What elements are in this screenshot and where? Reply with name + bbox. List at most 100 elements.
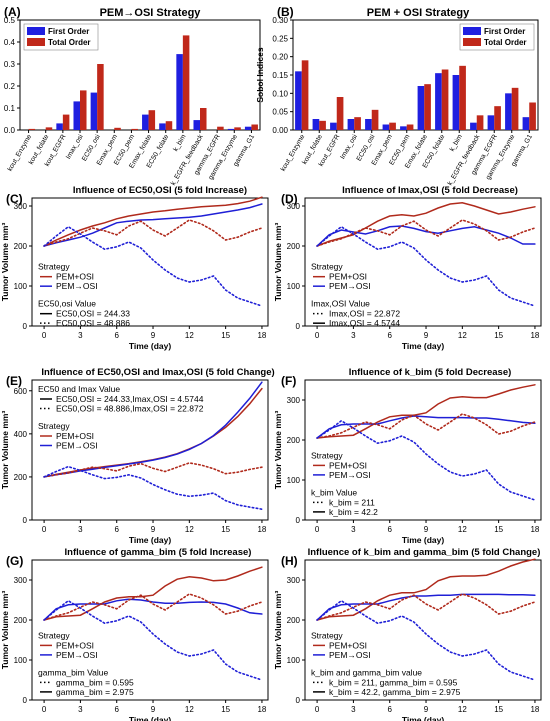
- legend-label: PEM→OSI: [329, 281, 371, 291]
- bar-total-order: [234, 127, 241, 130]
- bar-total-order: [28, 128, 36, 130]
- y-tick-label: 600: [14, 387, 28, 396]
- y-axis-label: Tumor Volume mm³: [0, 223, 10, 302]
- panel-label: (E): [6, 374, 22, 388]
- bar-total-order: [301, 60, 309, 131]
- legend-label: k_bim = 211: [329, 497, 375, 507]
- bar-first-order: [365, 119, 372, 130]
- bar-first-order: [347, 119, 355, 130]
- y-tick-label: 0: [23, 696, 28, 705]
- legend-title: k_bim Value: [311, 487, 357, 497]
- x-axis-label: Time (day): [129, 715, 172, 721]
- bar-total-order: [97, 64, 104, 130]
- legend-title: Strategy: [311, 450, 343, 460]
- bar-total-order: [459, 65, 466, 130]
- legend-swatch: [27, 27, 45, 35]
- bar-first-order: [487, 115, 495, 130]
- series-line: [316, 384, 536, 439]
- bar-first-order: [227, 128, 235, 130]
- y-tick-label: 0.4: [4, 38, 16, 47]
- y-tick-label: 0: [23, 322, 28, 331]
- legend-label: EC50,OSI = 48.886: [56, 318, 130, 328]
- x-tick-label: 0: [42, 705, 47, 714]
- x-tick-label: kout_Enzyme: [280, 133, 307, 172]
- chart-title: PEM + OSI Strategy: [367, 7, 470, 19]
- x-tick-label: 0: [315, 705, 320, 714]
- legend-title: Strategy: [38, 262, 70, 272]
- x-tick-label: 15: [494, 705, 503, 714]
- y-tick-label: 100: [287, 282, 301, 291]
- x-axis-label: Time (day): [402, 535, 445, 545]
- bar-total-order: [251, 124, 258, 130]
- line-chart-7: (H) Influence of k_bim and gamma_bim (5 f…: [273, 547, 542, 721]
- series-line: [316, 599, 536, 681]
- x-tick-label: kout_Enzyme: [7, 133, 34, 172]
- series-line: [316, 419, 536, 501]
- x-tick-label: 3: [351, 525, 356, 534]
- plot-frame: [304, 559, 542, 701]
- plot-frame: [304, 197, 542, 327]
- bar-first-order: [435, 73, 442, 130]
- x-tick-label: 3: [351, 705, 356, 714]
- y-tick-label: 0.1: [4, 104, 16, 113]
- legend-label: PEM+OSI: [329, 640, 367, 650]
- legend-label: PEM→OSI: [329, 470, 371, 480]
- x-tick-label: 3: [78, 331, 83, 340]
- bar-total-order: [336, 97, 344, 130]
- series-line: [43, 465, 263, 511]
- bar-total-order: [441, 69, 449, 130]
- x-tick-label: 12: [458, 705, 467, 714]
- bar-first-order: [400, 126, 407, 130]
- bar-total-order: [476, 115, 484, 130]
- y-tick-label: 0.3: [4, 60, 16, 69]
- legend-label: Total Order: [48, 38, 91, 47]
- bar-total-order: [182, 35, 190, 130]
- legend-title: EC50,osi Value: [38, 299, 96, 309]
- chart-title: Influence of Imax,OSI (5 fold Decrease): [342, 185, 518, 196]
- panel-label: (B): [277, 5, 294, 19]
- panel-label: (H): [281, 554, 298, 568]
- line-chart-6: (G) Influence of gamma_bim (5 fold Increa…: [0, 547, 269, 721]
- series-line: [43, 566, 263, 621]
- bar-chart-0: (A)PEM→OSI Strategy0.00.10.20.30.40.5Sob…: [4, 5, 261, 187]
- legend-swatch: [463, 38, 481, 46]
- legend-label: gamma_bim = 2.975: [56, 687, 134, 697]
- y-axis-label: Tumor Volume mm³: [273, 591, 283, 670]
- legend-title: Imax,OSI Value: [311, 299, 370, 309]
- legend-title: EC50 and Imax Value: [38, 384, 120, 394]
- y-tick-label: 100: [14, 282, 28, 291]
- legend-label: PEM+OSI: [329, 272, 367, 282]
- x-tick-label: 9: [424, 331, 429, 340]
- legend-label: k_bim = 211, gamma_bim = 0.595: [329, 677, 458, 687]
- plot-frame: [31, 197, 269, 327]
- bar-first-order: [176, 54, 183, 130]
- series-line: [43, 219, 263, 247]
- bar-first-order: [505, 93, 512, 130]
- x-tick-label: 6: [387, 525, 392, 534]
- y-tick-label: 0: [296, 696, 301, 705]
- x-tick-label: 9: [151, 525, 156, 534]
- y-tick-label: 0.15: [272, 71, 288, 80]
- series-line: [316, 415, 536, 439]
- y-axis-label: Sobol Indices: [255, 47, 265, 103]
- panel-label: (D): [281, 192, 298, 206]
- series-line: [43, 203, 263, 247]
- line-chart-2: (C) Influence of EC50,OSI (5 fold Increas…: [0, 185, 269, 351]
- x-axis-label: Time (day): [402, 715, 445, 721]
- y-tick-label: 0: [296, 322, 301, 331]
- bar-first-order: [452, 75, 460, 130]
- y-tick-label: 0.05: [272, 108, 288, 117]
- bar-first-order: [193, 120, 200, 130]
- bar-first-order: [330, 122, 337, 130]
- y-tick-label: 0.30: [272, 16, 288, 25]
- x-tick-label: 9: [424, 705, 429, 714]
- y-axis-label: Tumor Volume mm³: [0, 411, 10, 490]
- x-tick-label: 12: [458, 331, 467, 340]
- legend-label: PEM+OSI: [56, 272, 94, 282]
- x-tick-label: 6: [387, 331, 392, 340]
- y-tick-label: 200: [287, 242, 301, 251]
- legend-label: PEM→OSI: [56, 281, 98, 291]
- y-tick-label: 300: [14, 576, 28, 585]
- y-tick-label: 0: [296, 516, 301, 525]
- bar-total-order: [62, 114, 70, 130]
